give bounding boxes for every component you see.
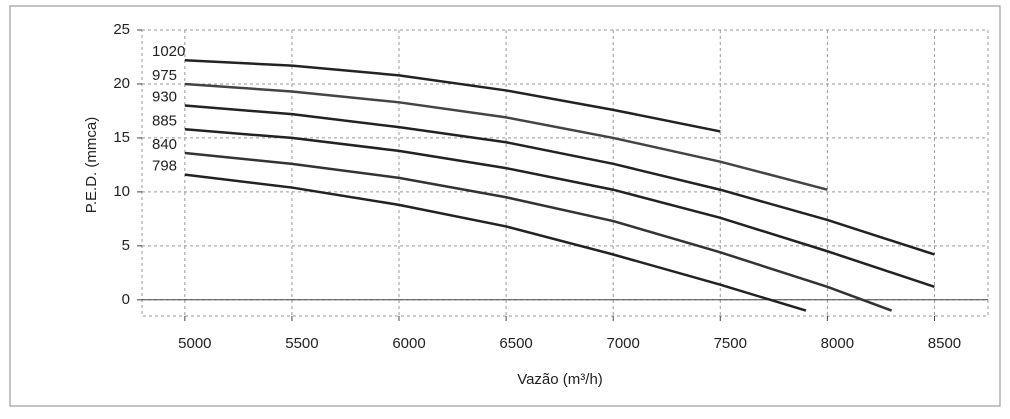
x-tick-label: 5500 [285, 335, 318, 352]
y-tick-label: 25 [113, 21, 130, 38]
x-tick-label: 7500 [714, 335, 747, 352]
curve [184, 128, 935, 289]
curve [184, 151, 893, 312]
x-tick-label: 6000 [392, 335, 425, 352]
curve [184, 58, 721, 133]
curve-label: 885 [152, 112, 177, 129]
x-axis-title: Vazão (m³/h) [517, 371, 603, 388]
curve [184, 82, 828, 191]
curve [184, 173, 807, 312]
x-tick-label: 6500 [499, 335, 532, 352]
curve [184, 104, 935, 256]
curve-label: 798 [152, 158, 177, 175]
curve-label: 975 [152, 67, 177, 84]
plot-area [141, 29, 989, 317]
x-tick-label: 8000 [821, 335, 854, 352]
curve-label: 930 [152, 89, 177, 106]
x-tick-label: 5000 [178, 335, 211, 352]
y-tick-label: 20 [113, 75, 130, 92]
frame [9, 5, 1001, 407]
y-tick-label: 15 [113, 129, 130, 146]
y-tick-label: 5 [122, 237, 130, 254]
y-tick-label: 0 [122, 291, 130, 308]
curve-label: 1020 [152, 43, 185, 60]
x-tick-label: 7000 [607, 335, 640, 352]
curve-label: 840 [152, 136, 177, 153]
y-axis-title: P.E.D. (mmca) [83, 117, 100, 213]
y-tick-label: 10 [113, 183, 130, 200]
x-tick-label: 8500 [928, 335, 961, 352]
